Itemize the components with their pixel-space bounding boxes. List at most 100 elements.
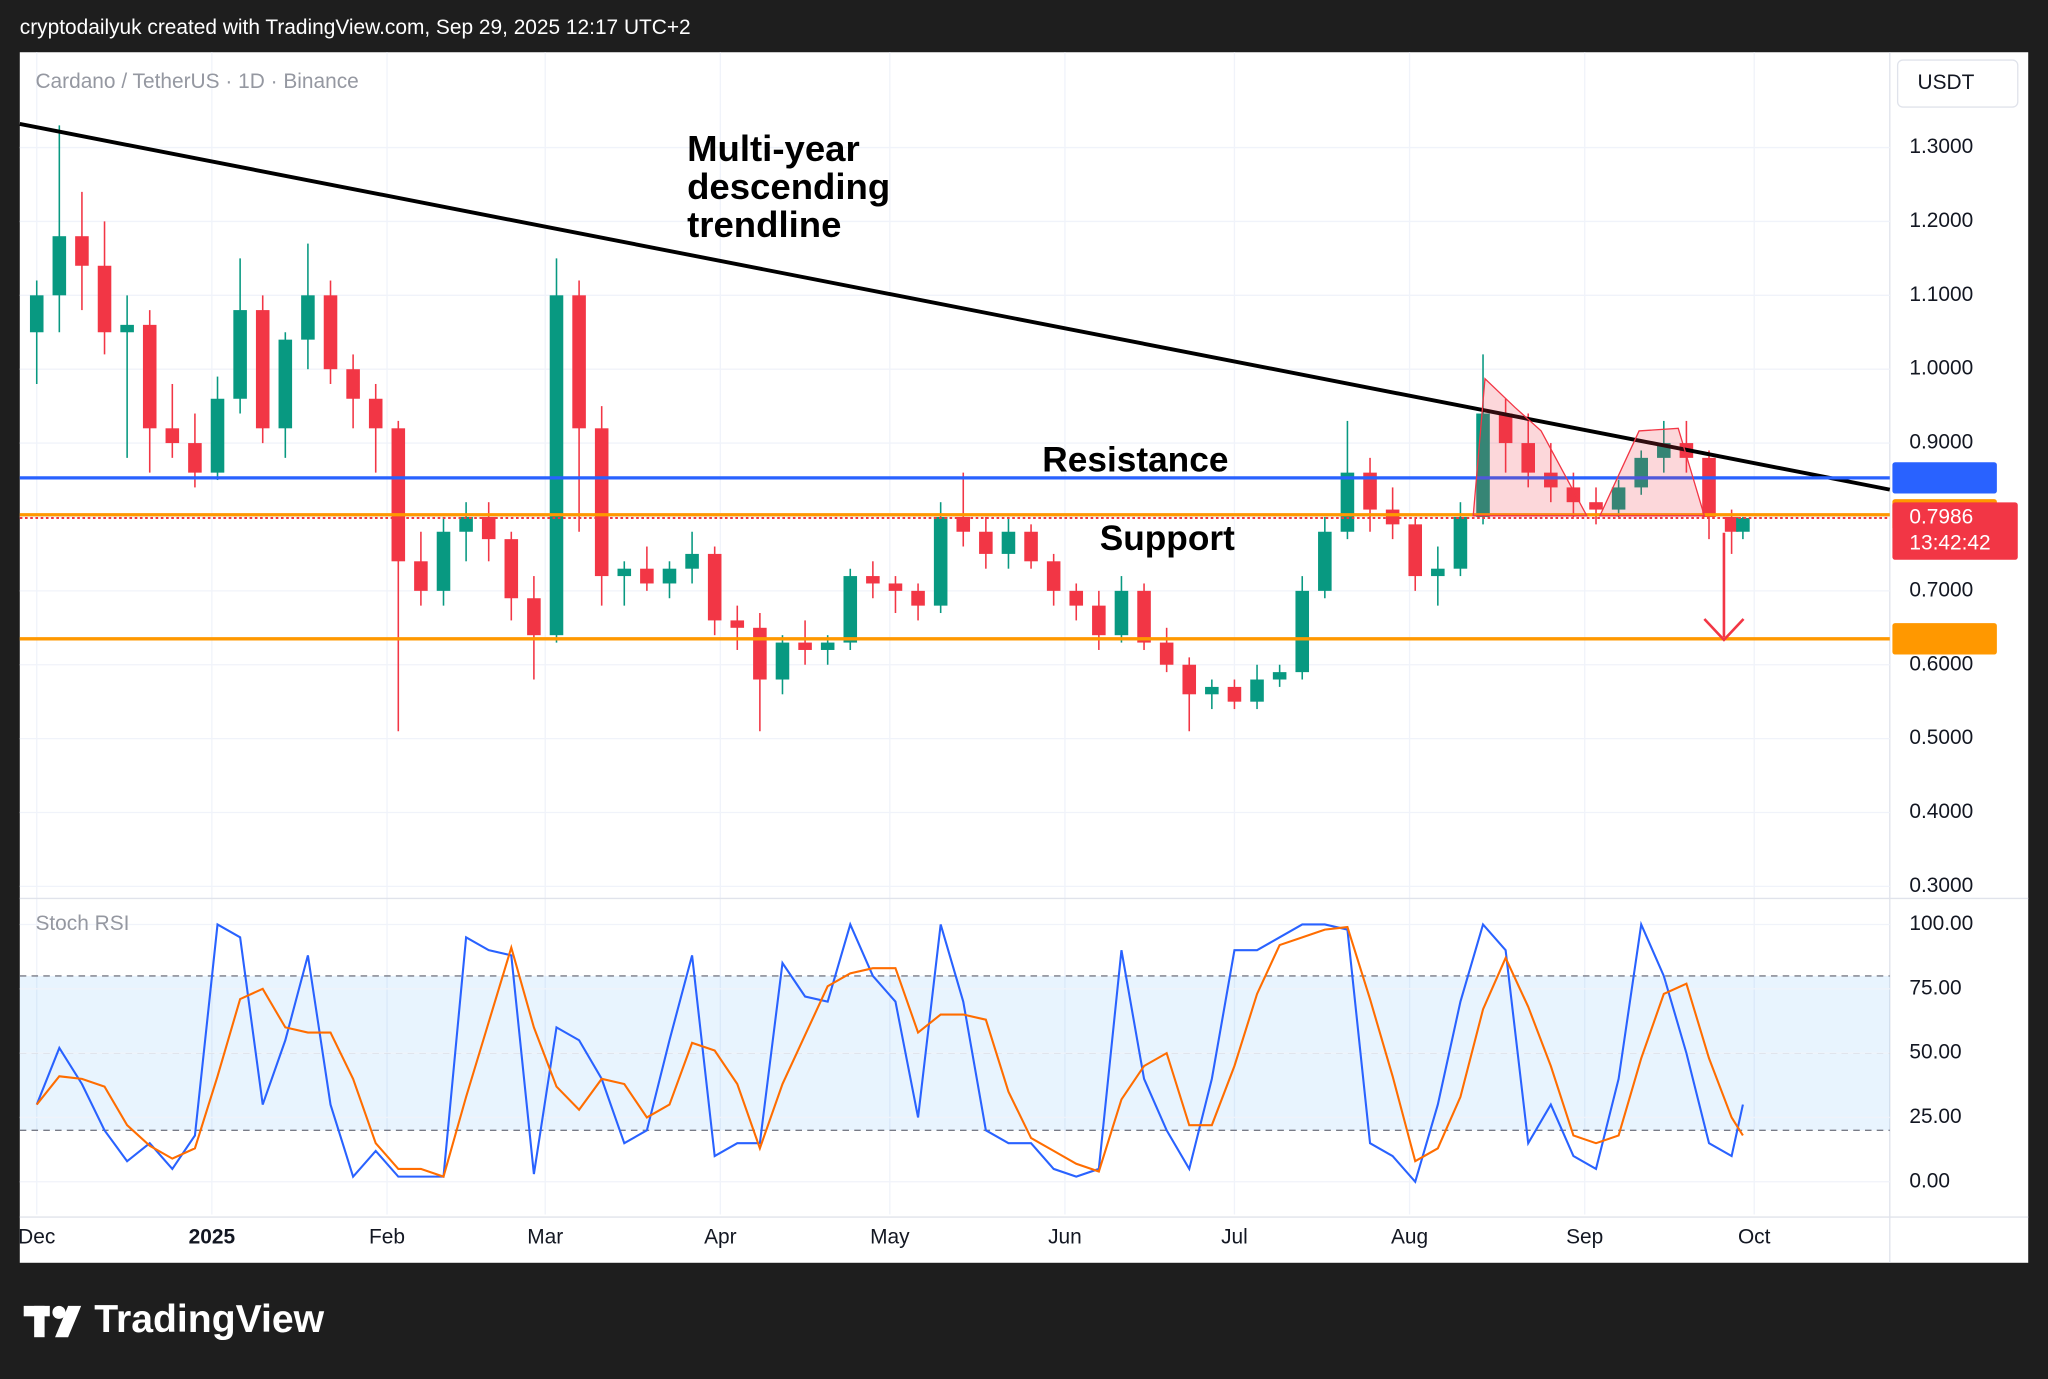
y-tick-label: 50.00 xyxy=(1909,1041,1961,1064)
candle-body xyxy=(1227,686,1242,702)
candle-body xyxy=(1363,472,1377,510)
candle-body xyxy=(278,339,293,429)
candle-body xyxy=(1498,413,1513,444)
candle-body xyxy=(527,598,541,636)
candle-body xyxy=(29,295,44,333)
candle-body xyxy=(753,627,767,680)
candle-body xyxy=(572,295,586,429)
candle-body xyxy=(866,576,880,584)
countdown: 13:42:42 xyxy=(1909,532,1990,555)
candle-body xyxy=(301,295,315,340)
logo xyxy=(23,1305,82,1338)
y-tick-label: 75.00 xyxy=(1909,976,1961,999)
candle-body xyxy=(165,428,180,444)
candle-body xyxy=(1611,487,1626,510)
candle-body xyxy=(798,642,812,650)
y-tick-label: 0.00 xyxy=(1909,1169,1950,1192)
candle-body xyxy=(933,516,948,606)
x-tick-label: Apr xyxy=(704,1225,737,1248)
candle-body xyxy=(188,443,202,473)
candle-body xyxy=(414,561,428,591)
candle-body xyxy=(1340,472,1355,532)
candle-body xyxy=(1205,686,1219,695)
y-tick-label: 100.00 xyxy=(1909,912,1973,935)
candle-body xyxy=(120,324,134,333)
stoch-line xyxy=(35,925,1744,1178)
candle-body xyxy=(1182,664,1197,695)
annotation: Multi-year xyxy=(687,128,860,169)
y-tick-label: 25.00 xyxy=(1909,1105,1961,1128)
candle-body xyxy=(504,539,519,599)
candle-body xyxy=(594,428,609,577)
candle-body xyxy=(1001,531,1016,554)
candle-body xyxy=(1272,672,1287,680)
candle-body xyxy=(820,642,835,650)
candle-body xyxy=(1069,590,1084,606)
y-tick-label: 0.5000 xyxy=(1909,726,1973,749)
x-tick-label: Dec xyxy=(18,1225,55,1248)
brand: TradingView xyxy=(94,1298,324,1341)
candle-body xyxy=(775,642,790,680)
candle-body xyxy=(843,576,858,643)
candle-body xyxy=(1250,679,1264,702)
x-tick-label: May xyxy=(870,1225,910,1248)
candle-body xyxy=(1046,561,1061,591)
candle-body xyxy=(730,620,745,628)
x-tick-label: Jul xyxy=(1221,1225,1248,1248)
annotation: trendline xyxy=(687,204,841,245)
candle-body xyxy=(685,553,699,569)
candle-body xyxy=(1521,443,1535,473)
logo-part xyxy=(34,1305,45,1338)
symbol: Cardano / TetherUS · 1D · Binance xyxy=(35,70,358,93)
candle-body xyxy=(52,236,67,296)
level-label-box xyxy=(1892,623,1997,655)
x-tick-label: Jun xyxy=(1048,1225,1082,1248)
candle-body xyxy=(1024,531,1038,562)
candle-body xyxy=(707,553,722,621)
pattern-shade xyxy=(1472,377,1588,517)
candle-body xyxy=(1589,502,1603,510)
logo-part xyxy=(55,1305,82,1338)
candle-body xyxy=(911,590,925,606)
candle-body xyxy=(956,516,971,532)
x-tick-label: Feb xyxy=(369,1225,405,1248)
level-label-box xyxy=(1892,462,1997,494)
candle-body xyxy=(662,568,677,584)
trendline xyxy=(19,121,1891,492)
chart-area xyxy=(19,52,2029,1263)
candle-body xyxy=(97,265,112,333)
pattern-shade xyxy=(1598,427,1706,517)
pane-title: Stoch RSI xyxy=(35,912,129,935)
x-tick-label: Aug xyxy=(1391,1225,1428,1248)
candle-body xyxy=(1318,531,1332,591)
candle-body xyxy=(346,369,360,399)
y-tick-label: 0.7000 xyxy=(1909,578,1973,601)
y-tick-label: 0.6000 xyxy=(1909,652,1973,675)
y-tick-label: 1.1000 xyxy=(1909,283,1973,306)
currency-box xyxy=(1896,59,2019,108)
y-tick-label: 1.3000 xyxy=(1909,135,1973,158)
y-tick-label: 0.3000 xyxy=(1909,874,1973,897)
candle-body xyxy=(459,516,473,532)
candle-body xyxy=(1431,568,1445,577)
candle-body xyxy=(255,310,270,429)
annotation: descending xyxy=(687,166,890,207)
candle-body xyxy=(481,516,496,540)
candle-body xyxy=(1092,605,1106,636)
logo-part xyxy=(52,1305,66,1319)
candle-body xyxy=(979,531,993,554)
candle-body xyxy=(549,295,564,636)
candle-body xyxy=(1634,457,1648,488)
candle-body xyxy=(1453,516,1468,569)
x-tick-label: Oct xyxy=(1738,1225,1771,1248)
candle-body xyxy=(1724,516,1739,532)
y-tick-label: 1.0000 xyxy=(1909,357,1973,380)
candle-body xyxy=(1159,642,1174,665)
x-tick-label: Sep xyxy=(1566,1225,1603,1248)
candle-body xyxy=(1137,590,1151,643)
y-tick-label: 1.2000 xyxy=(1909,209,1973,232)
candle-body xyxy=(323,295,338,370)
stoch-line xyxy=(35,920,1744,1184)
candle-body xyxy=(1408,524,1423,577)
